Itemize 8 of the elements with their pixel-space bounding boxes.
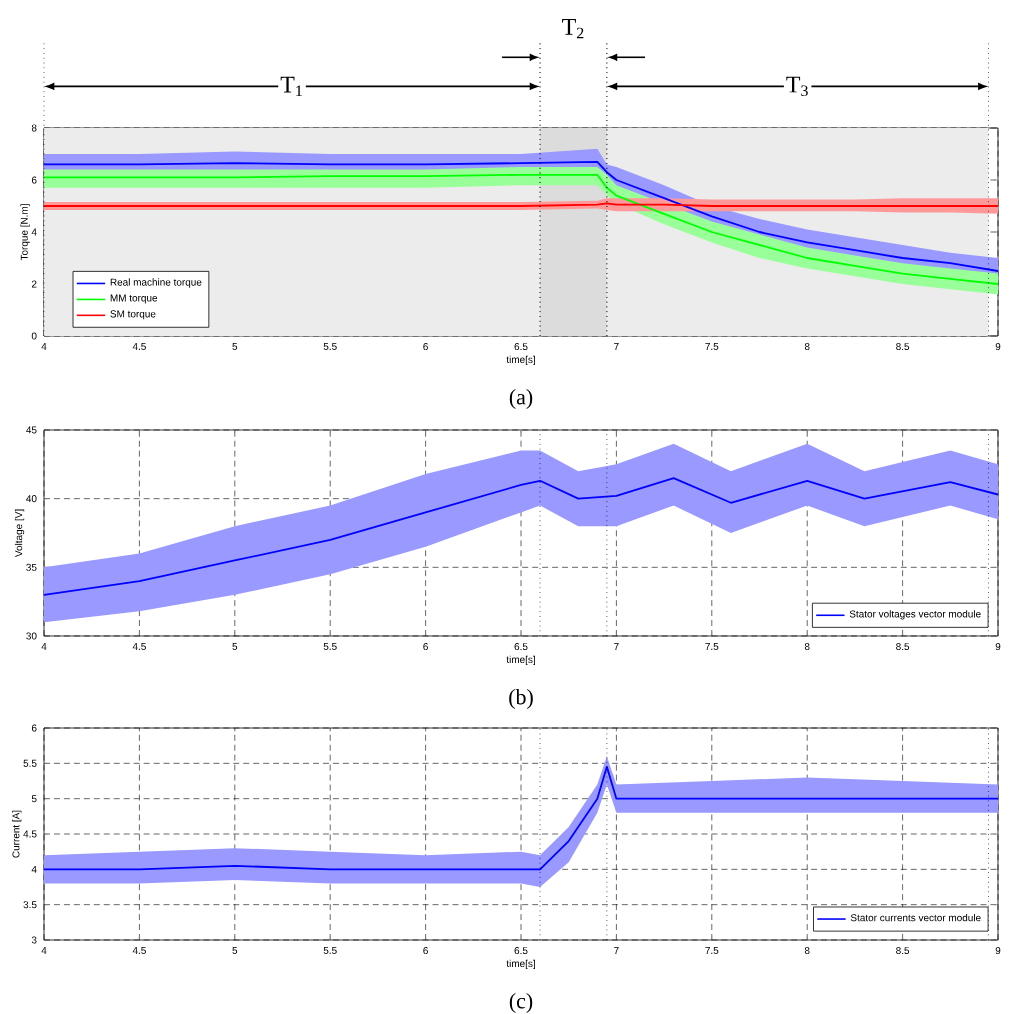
band-label: T$_{2}$ [562,19,584,39]
line-series [44,160,998,272]
band-label: T$_{3}$ [786,76,808,97]
text: (b) [509,689,533,709]
band-label: T$_{1}$ [280,76,302,97]
text: (c) [509,993,533,1013]
line-series [44,477,998,596]
text: (a) [509,389,533,409]
